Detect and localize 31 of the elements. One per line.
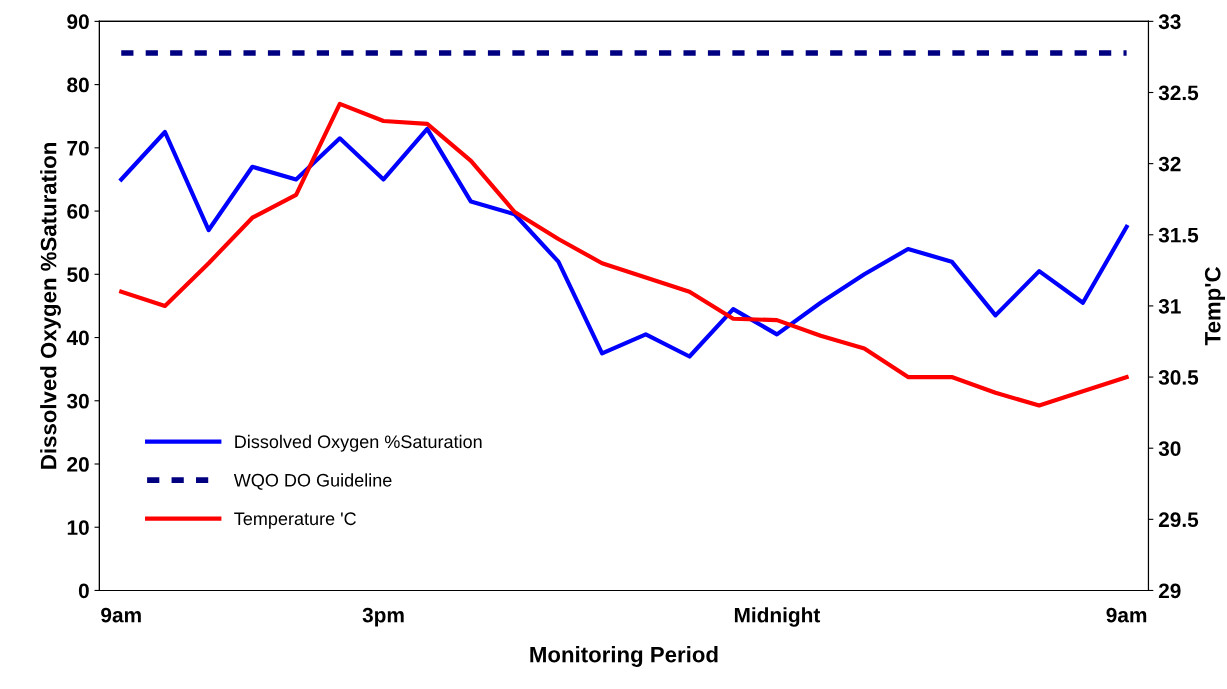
y2-tick-label: 29.5 [1158, 512, 1199, 528]
x-axis-title: Monitoring Period [530, 646, 718, 667]
x-tick-label: Midnight [734, 607, 821, 627]
y2-tick-label: 33 [1158, 14, 1181, 30]
y2-axis-title: Temp'C [1204, 267, 1226, 346]
y2-tick-label: 31 [1158, 298, 1181, 314]
y-tick-label: 40 [66, 330, 89, 346]
line-series [119, 126, 1129, 359]
legend-label: Dissolved Oxygen %Saturation [235, 434, 482, 452]
y-tick-label: 0 [78, 583, 89, 599]
y-tick-label: 50 [67, 267, 89, 283]
y2-tick-label: 32.5 [1158, 85, 1199, 101]
y-tick-label: 90 [67, 14, 89, 30]
legend-label: Temperature 'C [234, 512, 356, 529]
x-tick-label: 9am [101, 607, 141, 623]
y2-tick-label: 30.5 [1158, 370, 1199, 385]
y-tick-label: 10 [67, 520, 89, 535]
y-axis-title: Dissolved Oxygen %Saturation [40, 143, 61, 469]
y2-tick-label: 29 [1158, 583, 1181, 599]
y-tick-label: 20 [67, 457, 89, 472]
x-tick-label: 9am [1106, 607, 1147, 623]
y-tick-label: 30 [66, 393, 89, 409]
y2-tick-label: 32 [1158, 156, 1181, 172]
y-tick-label: 60 [67, 204, 89, 219]
line-series [119, 101, 1129, 408]
x-tick-label: 3pm [362, 607, 404, 627]
y-tick-label: 70 [67, 140, 89, 156]
legend-label: WQO DO Guideline [233, 473, 392, 490]
y2-tick-label: 30 [1158, 441, 1181, 456]
y2-tick-label: 31.5 [1158, 227, 1199, 243]
y-tick-label: 80 [67, 77, 89, 93]
